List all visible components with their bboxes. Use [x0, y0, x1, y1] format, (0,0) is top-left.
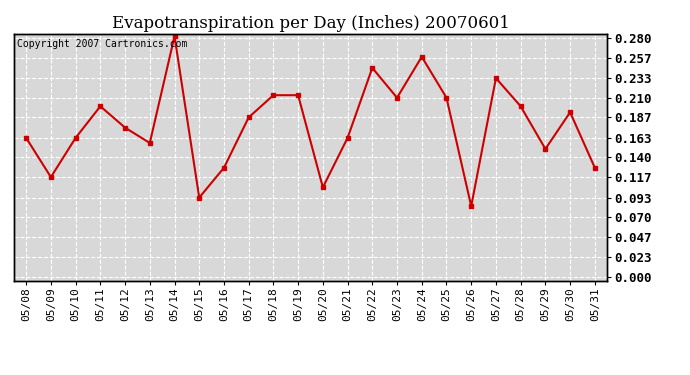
Text: Copyright 2007 Cartronics.com: Copyright 2007 Cartronics.com	[17, 39, 187, 49]
Title: Evapotranspiration per Day (Inches) 20070601: Evapotranspiration per Day (Inches) 2007…	[112, 15, 509, 32]
